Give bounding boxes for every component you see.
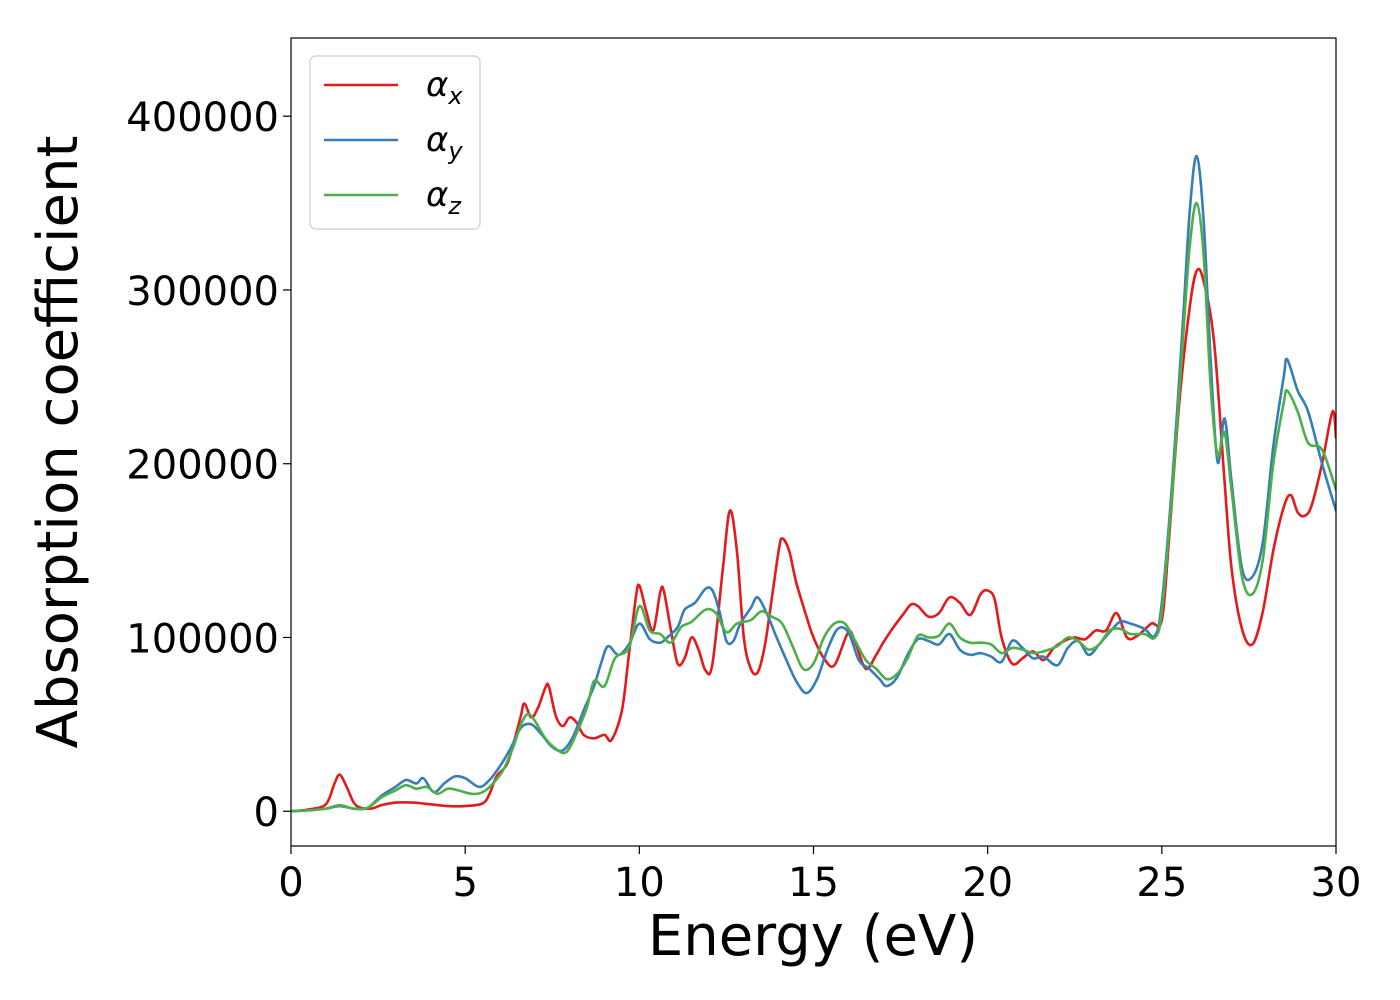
x-axis-title: Energy (eV) [648,904,978,969]
legend-label-y: αy [426,120,463,165]
x-axis-ticks: 0 5 10 15 20 25 30 [278,846,1361,906]
x-tick-label: 30 [1311,860,1362,906]
legend-entries: αx αy αz [324,65,463,220]
series-layer [291,154,1336,813]
y-axis-ticks: 0 100000 200000 300000 400000 [126,95,291,836]
series-line-z [291,201,1336,813]
y-axis-title: Absorption coefficient [26,136,91,749]
series-line-y [291,154,1336,813]
legend: αx αy αz [309,55,481,230]
x-tick-label: 5 [452,860,477,906]
y-tick-label: 100000 [126,616,279,662]
x-tick-label: 0 [278,860,303,906]
y-tick-label: 0 [254,790,279,836]
y-tick-label: 400000 [126,95,279,141]
y-tick-label: 300000 [126,269,279,315]
legend-box [309,55,481,230]
x-tick-label: 10 [614,860,665,906]
x-tick-label: 15 [788,860,839,906]
x-tick-label: 25 [1136,860,1187,906]
legend-label-x: αx [426,65,463,110]
x-tick-label: 20 [962,860,1013,906]
legend-label-z: αz [426,175,462,220]
y-tick-label: 200000 [126,443,279,489]
